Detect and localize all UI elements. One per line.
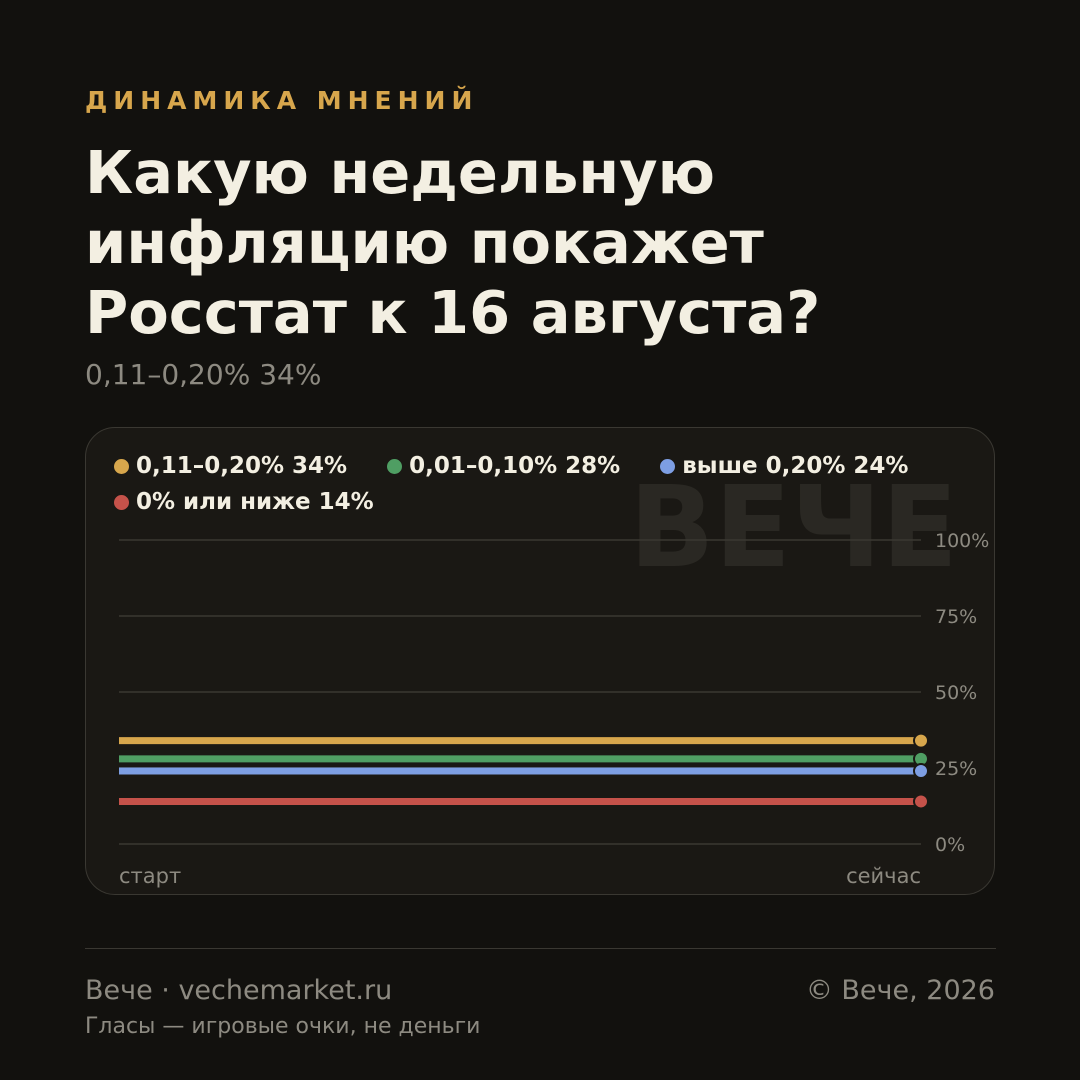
watermark: ВЕЧЕ xyxy=(629,463,958,593)
x-tick-label-end: сейчас xyxy=(846,864,921,888)
y-tick-label: 100% xyxy=(935,530,989,552)
x-tick-label-start: старт xyxy=(119,864,181,888)
footer-divider xyxy=(85,948,996,949)
y-tick-label: 50% xyxy=(935,682,977,704)
legend-item: 0,11–0,20% 34% xyxy=(114,452,347,480)
footer-note: Гласы — игровые очки, не деньги xyxy=(85,1014,481,1039)
footer-site: Вече · vechemarket.ru xyxy=(85,975,393,1006)
series-end-point xyxy=(913,732,929,749)
y-tick-label: 25% xyxy=(935,758,977,780)
legend-dot-icon xyxy=(114,458,129,474)
legend-item: 0,01–0,10% 28% xyxy=(387,452,620,480)
leading-option: 0,11–0,20% 34% xyxy=(85,358,322,391)
legend-dot-icon xyxy=(660,458,676,474)
legend-label: 0% или ниже 14% xyxy=(136,489,374,515)
y-tick-label: 0% xyxy=(935,834,965,856)
footer-copyright: © Вече, 2026 xyxy=(805,975,995,1006)
legend-dot-icon xyxy=(114,494,129,510)
legend-item: 0% или ниже 14% xyxy=(114,488,374,516)
legend-label: 0,01–0,10% 28% xyxy=(409,453,621,479)
chart-legend: 0,11–0,20% 34% 0,01–0,10% 28% выше 0,20% 2… xyxy=(114,452,974,516)
legend-label: 0,11–0,20% 34% xyxy=(136,453,348,479)
series-end-point xyxy=(913,793,929,810)
legend-dot-icon xyxy=(387,458,403,474)
page-title: Какую недельную инфляцию покажет Росстат… xyxy=(85,138,821,347)
line-chart: ВЕЧЕ 100% 75% 50% 25% 0% старт сейчас xyxy=(119,463,989,888)
chart-card: ВЕЧЕ 100% 75% 50% 25% 0% старт сейчас 0,11–0,… xyxy=(85,427,995,895)
series-end-point xyxy=(913,763,929,780)
y-tick-label: 75% xyxy=(935,606,977,628)
kicker: ДИНАМИКА МНЕНИЙ xyxy=(85,86,479,115)
legend-label: выше 0,20% 24% xyxy=(682,453,909,479)
legend-item: выше 0,20% 24% xyxy=(660,452,908,480)
